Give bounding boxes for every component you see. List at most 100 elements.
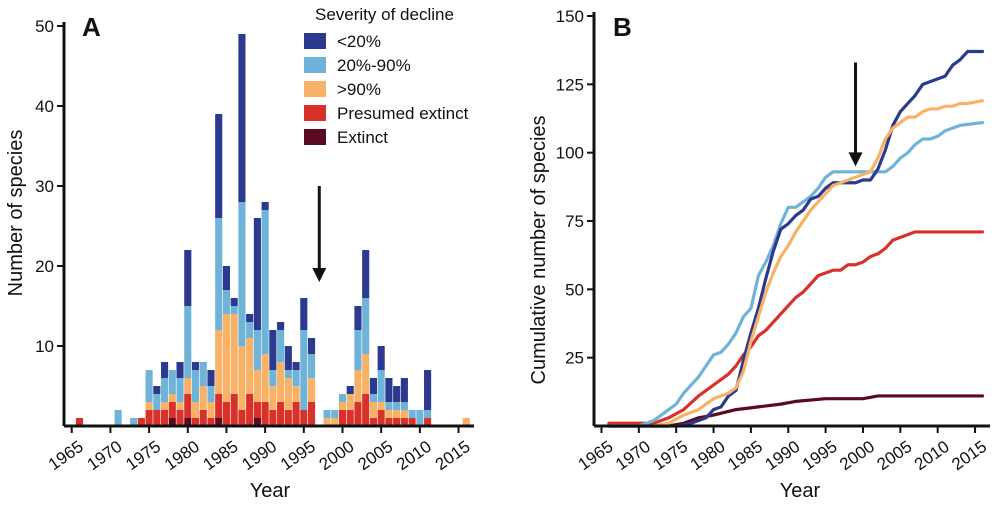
panel-a-x-tick-label: 1990 (238, 437, 280, 474)
bar-segment (215, 114, 223, 218)
legend-label: <20% (337, 32, 381, 51)
bar-segment (400, 402, 408, 410)
bar-segment (369, 418, 377, 426)
panel-a-x-tick-label: 1975 (122, 437, 164, 474)
bar-segment (362, 354, 370, 394)
bar-segment (215, 218, 223, 330)
bar-segment (238, 202, 246, 346)
panel-a-x-tick-label: 2010 (393, 437, 435, 474)
bar-segment (462, 418, 470, 426)
legend-title: Severity of decline (315, 5, 454, 24)
panel-a-bars (75, 34, 470, 426)
bar-segment (400, 378, 408, 402)
panel-b-y-tick-label: 125 (556, 75, 584, 94)
panel-a-x-tick-label: 1995 (277, 437, 319, 474)
bar-segment (354, 402, 362, 426)
bar-segment (284, 346, 292, 370)
series-line (607, 121, 985, 428)
legend-label: Presumed extinct (337, 104, 469, 123)
panel-a-letter: A (82, 12, 101, 42)
bar-segment (354, 330, 362, 370)
legend-swatch (304, 105, 326, 121)
panel-a-x-tick-label: 2005 (354, 437, 396, 474)
bar-segment (377, 402, 385, 410)
panel-b-x-tick-label: 2010 (911, 437, 953, 474)
bar-segment (215, 330, 223, 394)
bar-segment (153, 410, 161, 426)
bar-segment (184, 250, 192, 306)
bar-segment (393, 418, 401, 426)
bar-segment (424, 410, 432, 418)
bar-segment (292, 402, 300, 426)
panel-b-y-tick-label: 50 (565, 280, 584, 299)
bar-segment (385, 418, 393, 426)
bar-segment (222, 402, 231, 426)
bar-segment (246, 338, 254, 394)
bar-segment (230, 314, 238, 394)
bar-segment (416, 410, 424, 426)
panel-b-x-tick-label: 2000 (836, 437, 878, 474)
bar-segment (269, 370, 277, 386)
bar-segment (161, 362, 169, 378)
panel-a-x-tick-label: 2000 (316, 437, 358, 474)
legend-label: >90% (337, 80, 381, 99)
bar-segment (261, 202, 269, 210)
bar-segment (161, 378, 169, 402)
bar-segment (307, 338, 316, 354)
bar-segment (377, 346, 385, 370)
bar-segment (346, 386, 354, 394)
bar-segment (331, 418, 339, 426)
bar-segment (145, 402, 153, 410)
bar-segment (346, 410, 354, 426)
bar-segment (292, 362, 300, 370)
legend-label: Extinct (337, 128, 388, 147)
bar-segment (184, 378, 192, 394)
bar-segment (362, 394, 370, 426)
panel-b-arrow-annotation (848, 62, 863, 167)
bar-segment (199, 410, 207, 426)
bar-segment (114, 410, 122, 426)
bar-segment (137, 418, 145, 426)
panel-a-y-tick-label: 10 (35, 337, 54, 356)
panel-b-x-tick-label: 1965 (575, 437, 617, 474)
bar-segment (261, 402, 269, 426)
panel-b-x-tick-label: 1970 (612, 437, 654, 474)
bar-segment (191, 418, 200, 426)
bar-segment (393, 386, 401, 402)
bar-segment (145, 410, 153, 426)
panel-b-y-tick-label: 100 (556, 144, 584, 163)
bar-segment (168, 402, 176, 418)
panel-a-x-tick-label: 2015 (432, 437, 474, 474)
bar-segment (230, 306, 238, 314)
bar-segment (207, 370, 215, 386)
bar-segment (385, 402, 393, 410)
panel-b-letter: B (613, 12, 632, 42)
bar-segment (176, 402, 184, 410)
bar-segment (168, 418, 176, 426)
bar-segment (338, 410, 347, 426)
panel-a-y-tick-label: 20 (35, 257, 54, 276)
bar-segment (393, 410, 401, 418)
bar-segment (253, 218, 261, 330)
bar-segment (184, 394, 192, 418)
bar-segment (207, 386, 215, 402)
bar-segment (215, 394, 223, 418)
panel-b-y-tick-label: 150 (556, 7, 584, 26)
bar-segment (191, 362, 200, 370)
bar-segment (292, 370, 300, 386)
panel-b-x-tick-label: 1975 (649, 437, 691, 474)
panel-a-x-axis-title: Year (250, 480, 291, 502)
bar-segment (191, 402, 200, 418)
bar-segment (292, 386, 300, 402)
bar-segment (400, 410, 408, 418)
panel-a-x-tick-label: 1965 (45, 437, 87, 474)
bar-segment (253, 418, 261, 426)
bar-segment (284, 370, 292, 378)
bar-segment (408, 410, 416, 418)
bar-segment (161, 402, 169, 410)
bar-segment (168, 370, 176, 394)
bar-segment (300, 298, 308, 330)
bar-segment (269, 330, 277, 370)
